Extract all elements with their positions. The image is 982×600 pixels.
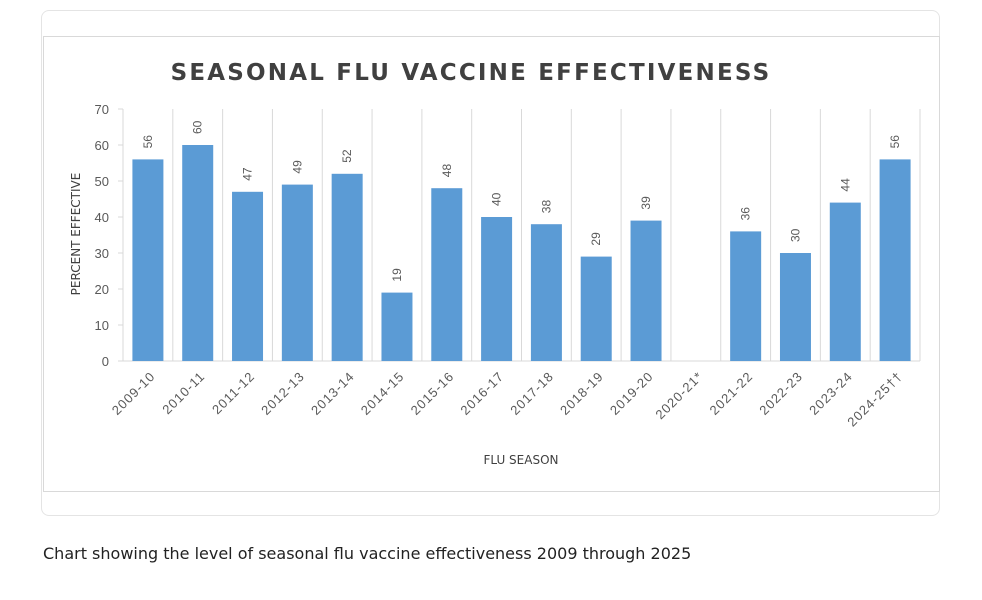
y-tick-label: 20 <box>95 282 109 297</box>
y-tick-label: 50 <box>95 174 109 189</box>
data-label: 40 <box>490 192 504 206</box>
y-tick-label: 70 <box>95 102 109 117</box>
data-label: 60 <box>191 120 205 134</box>
bar-2018-19 <box>580 256 612 361</box>
x-tick-label: 2017-18 <box>507 369 556 418</box>
data-label: 49 <box>290 160 304 174</box>
bar-2011-12 <box>232 191 264 361</box>
bar-2015-16 <box>431 188 463 361</box>
bar-2012-13 <box>281 184 313 361</box>
bar-2013-14 <box>331 173 363 361</box>
data-label: 19 <box>390 268 404 282</box>
bar-2019-20 <box>630 220 662 361</box>
data-label: 48 <box>440 164 454 178</box>
y-tick-label: 0 <box>102 354 109 369</box>
bar-2021-22 <box>730 231 762 361</box>
bar-layer <box>132 145 911 361</box>
data-label: 38 <box>539 200 553 214</box>
x-tick-label: 2021-22 <box>706 369 755 418</box>
x-tick-label: 2013-14 <box>308 369 357 418</box>
data-label: 36 <box>739 207 753 221</box>
x-tick-label: 2019-20 <box>607 369 656 418</box>
data-label: 44 <box>838 178 852 192</box>
data-label: 52 <box>340 149 354 163</box>
x-tick-label: 2009-10 <box>109 369 158 418</box>
y-tick-label: 10 <box>95 318 109 333</box>
data-label: 56 <box>141 135 155 149</box>
bar-2023-24 <box>829 202 861 361</box>
data-label: 29 <box>589 232 603 246</box>
x-tick-label: 2015-16 <box>408 369 457 418</box>
x-tick-label: 2022-23 <box>756 369 805 418</box>
bar-2024-25†† <box>879 159 911 361</box>
x-tick-label: 2023-24 <box>806 369 855 418</box>
bar-2014-15 <box>381 292 413 361</box>
x-tick-label: 2020-21* <box>652 369 706 423</box>
bar-2022-23 <box>779 253 811 361</box>
y-tick-label: 60 <box>95 138 109 153</box>
y-tick-label: 40 <box>95 210 109 225</box>
x-tick-label: 2018-19 <box>557 369 606 418</box>
data-label: 39 <box>639 196 653 210</box>
chart-title: SEASONAL FLU VACCINE EFFECTIVENESS <box>171 60 772 86</box>
bar-2009-10 <box>132 159 164 361</box>
x-tick-label: 2011-12 <box>209 369 258 418</box>
x-tick-label: 2014-15 <box>358 369 407 418</box>
y-axis-label: PERCENT EFFECTIVE <box>69 173 83 296</box>
grid-layer <box>118 108 921 362</box>
data-label: 30 <box>788 228 802 242</box>
chart-caption: Chart showing the level of seasonal flu … <box>43 544 692 563</box>
x-tick-label: 2016-17 <box>457 369 506 418</box>
bar-2016-17 <box>481 217 513 361</box>
y-tick-label: 30 <box>95 246 109 261</box>
x-axis-label: FLU SEASON <box>483 453 558 467</box>
bar-2017-18 <box>530 224 562 361</box>
data-label: 56 <box>888 135 902 149</box>
data-label: 47 <box>241 167 255 181</box>
x-tick-label: 2010-11 <box>159 369 208 418</box>
x-tick-label: 2012-13 <box>258 369 307 418</box>
bar-2010-11 <box>182 145 214 361</box>
